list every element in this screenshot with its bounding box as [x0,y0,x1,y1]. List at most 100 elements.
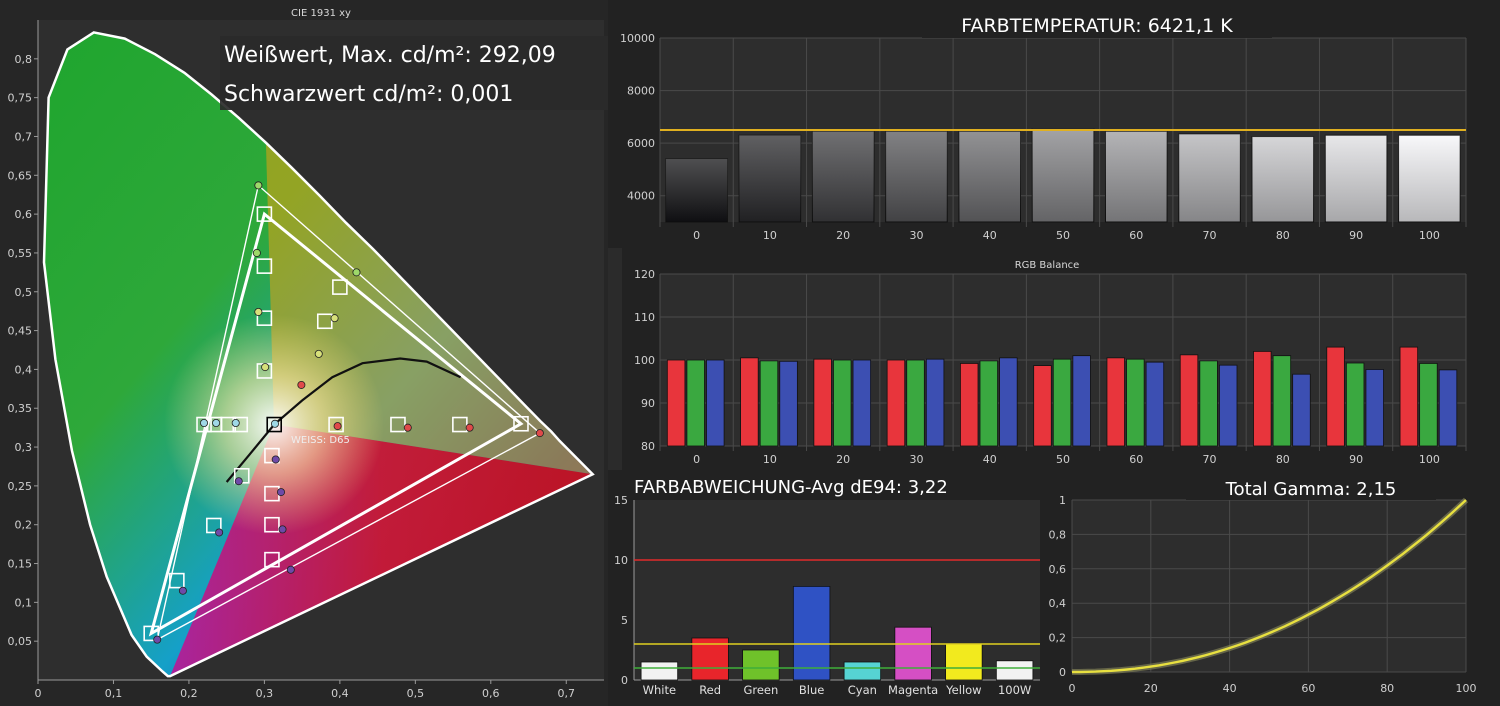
cie-y-tick-label: 0,65 [8,169,33,182]
rgb-bar [706,359,725,447]
farbtemperatur-chart: 4000 6000 8000 10000 0 10 20 30 40 50 60 70 80 90 100 F… [608,0,1500,248]
gamma-x-tick-label: 0 [1069,682,1076,695]
rgb-bar [979,360,998,447]
rgb-bar [686,359,705,447]
rgb-bar [1179,354,1199,447]
target-square [328,416,344,433]
de-bar [894,626,932,681]
gamma-y-tick-label: 0,8 [1049,528,1067,541]
cie-y-tick-label: 0,55 [8,247,33,260]
rgb-balance-chart: 80 90 100 110 120 0 10 20 30 40 50 60 70 80 90 100 RGB B… [622,248,1500,470]
de-x-tick-label: 100W [998,683,1031,697]
rgb-x-tick-label: 80 [1276,453,1290,466]
measured-point [352,268,361,277]
measured-point [231,418,240,427]
rgb-x-tick-label: 70 [1203,453,1217,466]
ct-x-tick-label: 50 [1056,229,1070,242]
cie-y-tick-label: 0,5 [15,286,33,299]
target-square [169,572,185,589]
ct-x-tick-label: 80 [1276,229,1290,242]
target-square [513,415,529,432]
rgb-y-tick-label: 90 [641,397,655,410]
ct-x-tick-label: 40 [983,229,997,242]
target-square [196,416,212,433]
rgb-bar [1126,358,1145,447]
de-x-tick-label: Red [699,683,721,697]
rgb-bar [1419,363,1438,447]
ct-bar-shading [1325,135,1387,222]
rgb-x-tick-label: 100 [1419,453,1440,466]
gamma-x-tick-label: 40 [1223,682,1237,695]
ct-y-tick-label: 10000 [620,32,655,45]
de-y-tick-label: 10 [614,554,628,567]
target-square [332,279,348,295]
measured-point [178,586,187,595]
measured-point [271,455,280,464]
measured-point [314,349,323,358]
ct-x-tick-label: 70 [1203,229,1217,242]
cie-x-tick-label: 0,2 [180,687,198,700]
measured-point [261,363,270,372]
planckian-locus-curve [225,357,462,483]
de-x-tick-label: Blue [799,683,824,697]
ct-x-tick-label: 90 [1349,229,1363,242]
measured-point [252,248,261,257]
cie-overlay-box [220,36,608,110]
rgb-bar [1219,364,1238,447]
rgb-x-tick-label: 20 [836,453,850,466]
de-y-tick-label: 0 [621,674,628,687]
rgb-x-tick-label: 40 [983,453,997,466]
de-bar [742,649,780,681]
gamma-x-tick-label: 80 [1380,682,1394,695]
de-x-tick-label: Cyan [848,683,877,697]
gamma-y-tick-label: 1 [1059,494,1066,507]
rgb-bar [1072,355,1091,447]
gamma-y-tick-label: 0 [1059,666,1066,679]
rgb-y-tick-label: 100 [634,354,655,367]
ct-bar-shading [958,131,1021,222]
gamma-x-tick-label: 20 [1144,682,1158,695]
measured-point [297,380,306,389]
rgb-x-tick-label: 10 [763,453,777,466]
measured-point [403,423,412,432]
ct-x-tick-label: 10 [763,229,777,242]
rgb-bar [1365,369,1384,447]
rgb-bar [1106,357,1125,447]
de-bar [995,660,1034,681]
whitepoint-target-square [266,416,283,433]
de-x-tick-label: White [643,683,676,697]
cie-y-tick-label: 0,75 [8,92,33,105]
measured-gamut-triangle [156,184,542,641]
rgb-x-tick-label: 30 [909,453,923,466]
rgb-bar [1033,365,1052,447]
target-square [256,258,273,274]
ct-bar-shading [885,131,948,222]
ct-title: FARBTEMPERATUR: 6421,1 K [961,15,1233,37]
rgb-bar [1253,350,1272,447]
rgb-bar [925,358,945,447]
rgb-bar [813,358,832,447]
gamma-y-tick-label: 0,2 [1049,632,1067,645]
cie-x-tick-label: 0,6 [482,687,500,700]
de-bar [843,661,882,681]
cie-y-tick-label: 0,05 [8,635,33,648]
ct-x-tick-label: 30 [909,229,923,242]
cie-y-tick-label: 0,4 [15,363,33,376]
rgb-bar [1326,346,1345,447]
cie-x-tick-label: 0 [35,687,42,700]
cie-y-tick-label: 0,8 [15,53,33,66]
whitepoint-label: WEISS: D65 [291,435,350,446]
de-bar [945,643,983,681]
rgb-bar [1199,360,1218,447]
target-square [256,310,273,326]
de-x-tick-label: Green [743,683,778,697]
measured-point [278,525,287,534]
measured-point [254,307,263,316]
gamma-x-tick-label: 60 [1301,682,1315,695]
measured-point [277,488,286,497]
ct-x-tick-label: 20 [836,229,850,242]
gamma-title: Total Gamma: 2,15 [1225,479,1397,500]
cie-x-tick-label: 0,5 [407,687,425,700]
